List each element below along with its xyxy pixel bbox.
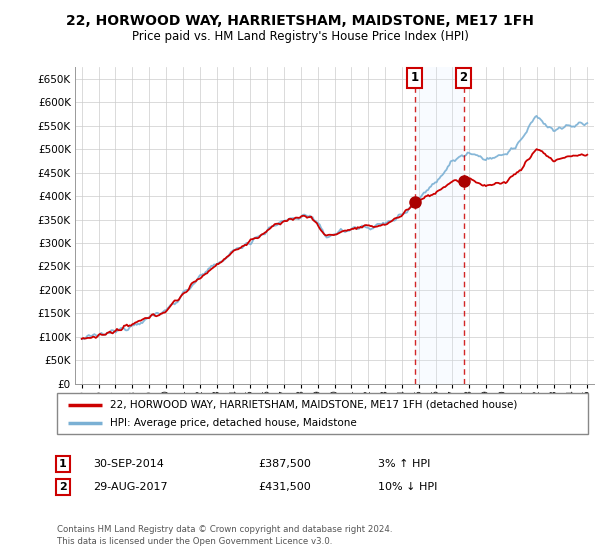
- Text: 10% ↓ HPI: 10% ↓ HPI: [378, 482, 437, 492]
- Text: 30-SEP-2014: 30-SEP-2014: [93, 459, 164, 469]
- Text: 2: 2: [460, 72, 467, 85]
- Text: £387,500: £387,500: [258, 459, 311, 469]
- Bar: [415, 67, 464, 384]
- Text: 22, HORWOOD WAY, HARRIETSHAM, MAIDSTONE, ME17 1FH: 22, HORWOOD WAY, HARRIETSHAM, MAIDSTONE,…: [66, 14, 534, 28]
- Text: 1: 1: [59, 459, 67, 469]
- Text: £431,500: £431,500: [258, 482, 311, 492]
- Text: HPI: Average price, detached house, Maidstone: HPI: Average price, detached house, Maid…: [110, 418, 357, 428]
- Text: Price paid vs. HM Land Registry's House Price Index (HPI): Price paid vs. HM Land Registry's House …: [131, 30, 469, 43]
- Text: 3% ↑ HPI: 3% ↑ HPI: [378, 459, 430, 469]
- Text: 2: 2: [59, 482, 67, 492]
- Text: 22, HORWOOD WAY, HARRIETSHAM, MAIDSTONE, ME17 1FH (detached house): 22, HORWOOD WAY, HARRIETSHAM, MAIDSTONE,…: [110, 400, 517, 409]
- Text: 1: 1: [410, 72, 419, 85]
- Text: 29-AUG-2017: 29-AUG-2017: [93, 482, 167, 492]
- Text: Contains HM Land Registry data © Crown copyright and database right 2024.
This d: Contains HM Land Registry data © Crown c…: [57, 525, 392, 546]
